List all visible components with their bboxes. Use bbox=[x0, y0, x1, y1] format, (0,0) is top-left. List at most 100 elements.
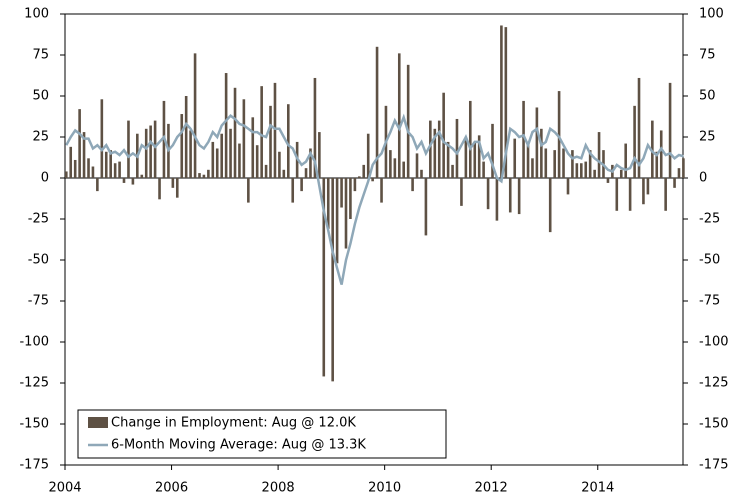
bar bbox=[78, 109, 81, 178]
bar bbox=[486, 178, 490, 210]
bar bbox=[371, 178, 374, 182]
bar bbox=[340, 178, 343, 208]
bar bbox=[571, 150, 574, 178]
bar bbox=[140, 174, 144, 178]
bar bbox=[642, 178, 645, 205]
bar bbox=[229, 128, 232, 178]
y-tick-label: 0 bbox=[41, 171, 49, 186]
legend: Change in Employment: Aug @ 12.0K 6-Month… bbox=[77, 409, 447, 459]
bar bbox=[278, 151, 281, 178]
y-tick-label: 50 bbox=[32, 89, 49, 104]
bar bbox=[87, 158, 90, 178]
bar bbox=[491, 123, 494, 178]
bar bbox=[433, 128, 437, 178]
y-tick-label: -100 bbox=[19, 335, 49, 350]
bar bbox=[375, 46, 379, 178]
bar bbox=[624, 143, 627, 178]
bar bbox=[118, 161, 121, 178]
bar bbox=[437, 120, 441, 178]
bar bbox=[309, 148, 312, 178]
bar bbox=[198, 173, 201, 178]
bar bbox=[544, 148, 548, 178]
bar bbox=[566, 178, 570, 195]
y-tick-label: -175 bbox=[19, 458, 49, 473]
bar bbox=[389, 150, 392, 178]
bar bbox=[531, 158, 534, 178]
bar bbox=[184, 96, 188, 178]
bar bbox=[606, 178, 610, 183]
legend-box bbox=[77, 409, 447, 459]
bar bbox=[659, 130, 663, 178]
bar bbox=[131, 178, 135, 185]
y-tick-label: 75 bbox=[32, 48, 49, 63]
bar bbox=[473, 141, 477, 178]
y2-tick-label: -50 bbox=[699, 253, 720, 268]
bar bbox=[242, 99, 246, 178]
y-tick-label: 100 bbox=[24, 7, 49, 22]
bar bbox=[313, 77, 317, 178]
legend-label: Change in Employment: Aug @ 12.0K bbox=[111, 416, 356, 431]
bar bbox=[593, 169, 596, 178]
bar bbox=[144, 128, 148, 178]
bar bbox=[349, 178, 352, 219]
y-tick-label: -75 bbox=[28, 294, 49, 309]
bar bbox=[619, 169, 623, 178]
bar bbox=[580, 163, 583, 178]
bar bbox=[344, 178, 348, 249]
ma-line bbox=[65, 113, 684, 285]
bar bbox=[380, 178, 383, 203]
bar bbox=[406, 64, 410, 178]
x-tick-label: 2006 bbox=[155, 481, 188, 496]
bar bbox=[411, 178, 414, 192]
bar bbox=[540, 128, 543, 178]
bar bbox=[113, 163, 117, 178]
bar bbox=[557, 91, 561, 178]
x-tick-label: 2014 bbox=[581, 481, 614, 496]
y2-tick-label: -125 bbox=[699, 376, 729, 391]
y2-tick-label: 0 bbox=[699, 171, 707, 186]
bar bbox=[673, 178, 676, 188]
y-tick-label: -25 bbox=[28, 212, 49, 227]
bar bbox=[682, 158, 685, 178]
y2-tick-label: -175 bbox=[699, 458, 729, 473]
bar bbox=[500, 25, 503, 179]
y-tick-label: -125 bbox=[19, 376, 49, 391]
bar bbox=[91, 166, 95, 178]
y2-tick-label: -100 bbox=[699, 335, 729, 350]
bar bbox=[127, 120, 130, 178]
bar bbox=[535, 107, 539, 178]
bar bbox=[677, 168, 681, 178]
x-tick-label: 2008 bbox=[262, 481, 295, 496]
y2-tick-label: -150 bbox=[699, 417, 729, 432]
bar bbox=[637, 77, 641, 178]
bar bbox=[211, 141, 215, 178]
bar bbox=[451, 164, 454, 178]
bar bbox=[96, 178, 99, 192]
bar bbox=[446, 141, 450, 178]
bar bbox=[415, 153, 419, 178]
bar bbox=[420, 169, 423, 178]
bar bbox=[207, 169, 210, 178]
bar bbox=[508, 178, 512, 213]
bar bbox=[238, 143, 241, 178]
bar bbox=[513, 138, 517, 178]
y2-tick-label: 50 bbox=[699, 89, 716, 104]
bar bbox=[282, 169, 286, 178]
bar bbox=[202, 174, 206, 178]
bar bbox=[69, 146, 73, 178]
bar bbox=[477, 135, 481, 178]
bar bbox=[189, 130, 192, 178]
bar bbox=[109, 150, 112, 178]
bar bbox=[220, 133, 224, 178]
bar bbox=[429, 120, 432, 178]
y2-tick-label: -25 bbox=[699, 212, 720, 227]
x-tick-label: 2010 bbox=[368, 481, 401, 496]
bar bbox=[149, 125, 152, 178]
bar bbox=[247, 178, 250, 203]
bar bbox=[264, 164, 268, 178]
bar bbox=[548, 178, 552, 233]
bar bbox=[655, 151, 659, 178]
bar bbox=[260, 86, 263, 178]
bar bbox=[460, 178, 463, 206]
